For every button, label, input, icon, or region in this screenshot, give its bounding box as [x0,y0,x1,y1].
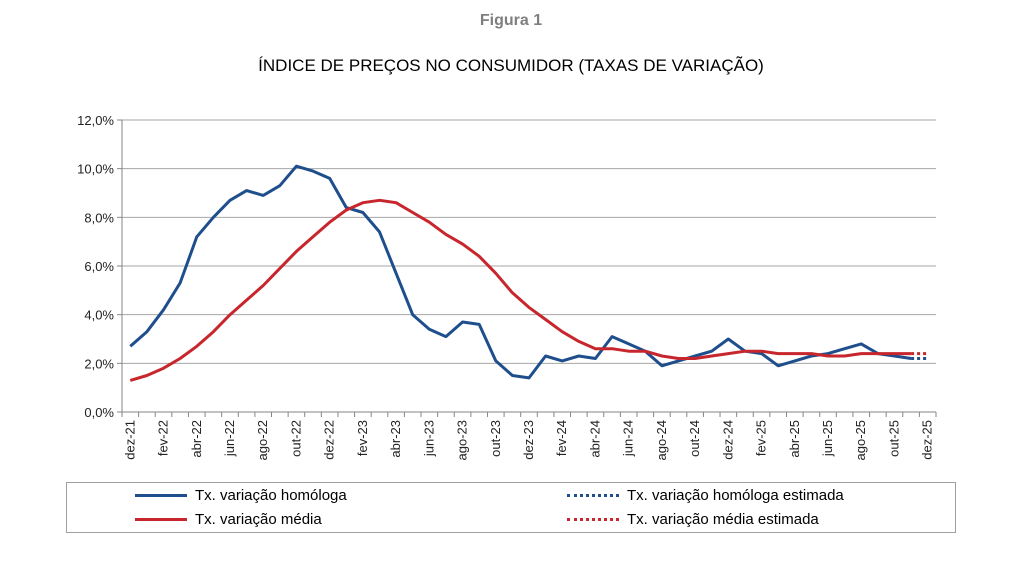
y-tick-label: 6,0% [84,259,114,274]
x-tick-label: ago-25 [853,420,868,460]
series-line-1 [129,198,912,382]
x-tick-label: fev-24 [554,420,569,456]
legend-swatch [567,494,619,497]
x-tick-label: dez-24 [720,420,735,460]
x-tick-label: out-22 [288,420,303,457]
legend-item-homologa-estimada: Tx. variação homóloga estimada [567,487,844,504]
x-tick-label: abr-22 [189,420,204,458]
y-tick-label: 10,0% [77,162,114,177]
line-chart: 0,0% 2,0% 4,0% 6,0% 8,0% 10,0% 12,0% dez-21 fev-… [77,113,937,460]
legend-item-media: Tx. variação média [135,511,322,528]
x-tick-label: ago-22 [255,420,270,460]
legend-item-media-estimada: Tx. variação média estimada [567,511,819,528]
x-tick-label: dez-25 [920,420,935,460]
legend-swatch [567,518,619,521]
x-tick-label: fev-23 [355,420,370,456]
legend: Tx. variação homóloga Tx. variação média… [66,482,956,533]
x-tick-label: abr-24 [587,420,602,458]
legend-label: Tx. variação média estimada [627,511,819,528]
legend-item-homologa: Tx. variação homóloga [135,487,347,504]
x-tick-label: jun-25 [820,420,835,457]
legend-label: Tx. variação homóloga [195,487,347,504]
x-tick-label: jun-23 [421,420,436,457]
x-tick-label: jun-22 [222,420,237,457]
legend-label: Tx. variação homóloga estimada [627,487,844,504]
x-tick-label: fev-22 [156,420,171,456]
legend-swatch [135,494,187,497]
y-tick-label: 4,0% [84,308,114,323]
figure-label: Figura 1 [479,12,543,29]
x-tick-label: out-24 [687,420,702,457]
chart-title: ÍNDICE DE PREÇOS NO CONSUMIDOR (TAXAS DE… [258,56,764,75]
x-tick-label: abr-25 [787,420,802,458]
x-tick-label: abr-23 [388,420,403,458]
y-tick-label: 12,0% [77,113,114,128]
x-tick-label: dez-22 [322,420,337,460]
y-tick-label: 0,0% [84,405,114,420]
x-tick-label: jun-24 [621,420,636,457]
x-tick-label: fev-25 [754,420,769,456]
y-tick-label: 2,0% [84,356,114,371]
legend-swatch [135,518,187,521]
x-tick-label: dez-23 [521,420,536,460]
x-tick-label: ago-23 [455,420,470,460]
x-tick-label: out-25 [886,420,901,457]
legend-label: Tx. variação média [195,511,322,528]
x-tick-label: ago-24 [654,420,669,460]
x-tick-label: out-23 [488,420,503,457]
y-tick-label: 8,0% [84,210,114,225]
x-tick-label: dez-21 [122,420,137,460]
series-line-0 [129,164,912,380]
